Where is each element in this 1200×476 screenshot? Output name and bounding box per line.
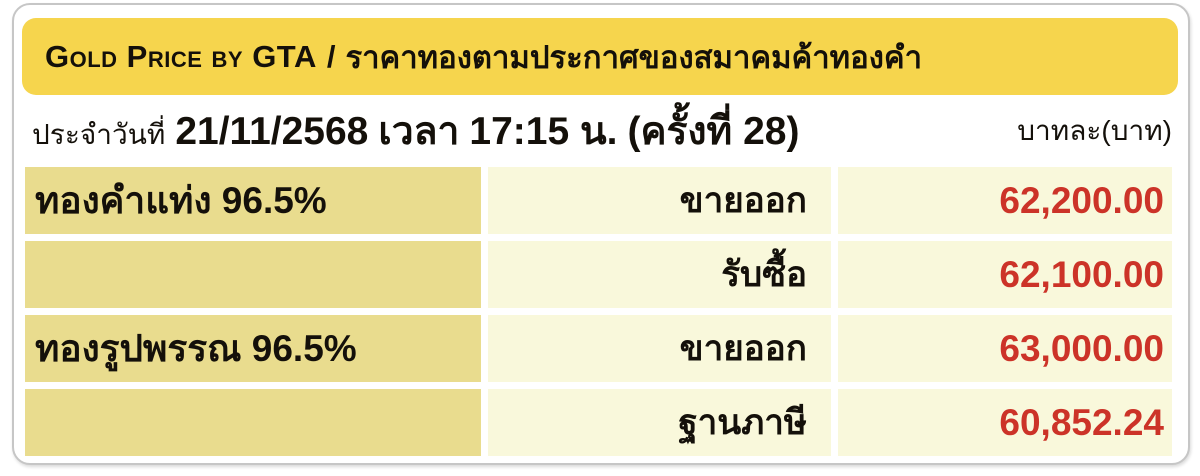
gold-price-card: Gold Price by GTA / ราคาทองตามประกาศของส… [12,3,1190,465]
price-table: ทองคำแท่ง 96.5% ขายออก 62,200.00 รับซื้อ… [25,167,1172,456]
price-cell: 60,852.24 [838,389,1172,456]
product-cell: ทองคำแท่ง 96.5% [25,167,481,234]
price-cell: 63,000.00 [838,315,1172,382]
price-cell: 62,100.00 [838,241,1172,308]
transaction-type-cell: ขายออก [488,315,831,382]
title-thai: ราคาทองตามประกาศของสมาคมค้าทองคำ [345,39,923,75]
date-announcement: ประจำวันที่ 21/11/2568 เวลา 17:15 น. (คร… [32,100,799,162]
time-word-label: เวลา [378,110,460,153]
product-cell [25,389,481,456]
product-cell: ทองรูปพรรณ 96.5% [25,315,481,382]
title-separator: / [326,38,336,74]
date-row: ประจำวันที่ 21/11/2568 เวลา 17:15 น. (คร… [14,95,1188,167]
title-bar: Gold Price by GTA / ราคาทองตามประกาศของส… [22,18,1178,95]
transaction-type-cell: ฐานภาษี [488,389,831,456]
product-cell [25,241,481,308]
date-prefix-label: ประจำวันที่ [32,119,166,150]
unit-label: บาทละ(บาท) [1017,115,1172,146]
time-value: 17:15 น. [469,110,618,153]
round-number: (ครั้งที่ 28) [627,110,800,153]
price-cell: 62,200.00 [838,167,1172,234]
title-english: Gold Price by GTA [45,38,317,74]
transaction-type-cell: รับซื้อ [488,241,831,308]
transaction-type-cell: ขายออก [488,167,831,234]
date-value: 21/11/2568 [175,110,369,153]
